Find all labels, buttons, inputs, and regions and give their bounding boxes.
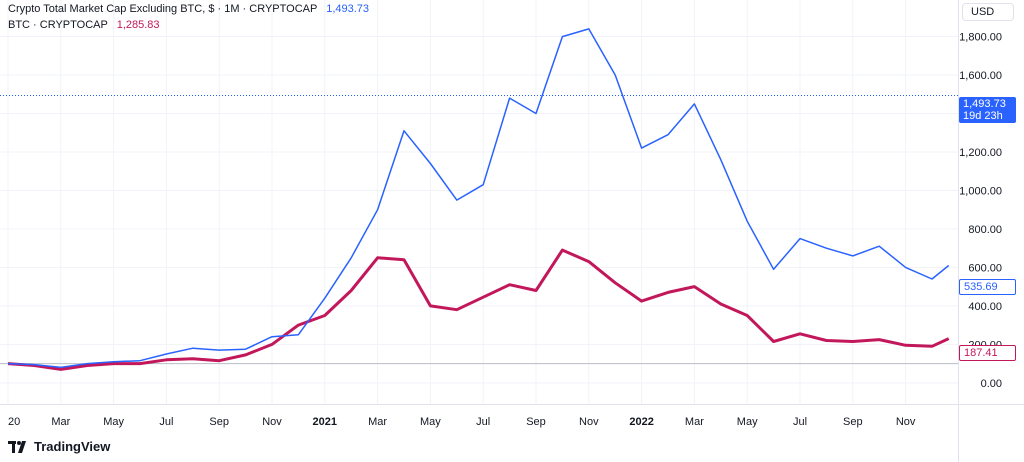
- y-tick-label: 1,600.00: [959, 70, 1002, 82]
- x-tick-label: 2021: [313, 416, 337, 428]
- x-tick-label: Mar: [685, 416, 704, 428]
- y-tick-label: 0.00: [981, 378, 1002, 390]
- tradingview-logo[interactable]: TradingView: [8, 439, 110, 454]
- x-tick-label: Nov: [579, 416, 599, 428]
- x-tick-label: Jul: [793, 416, 807, 428]
- currency-button[interactable]: USD: [962, 3, 1014, 21]
- legend-series-1[interactable]: Crypto Total Market Cap Excluding BTC, $…: [8, 3, 369, 15]
- series-line-btc: [7, 248, 950, 371]
- y-tick-label: 1,800.00: [959, 32, 1002, 44]
- x-tick-label: Sep: [843, 416, 863, 428]
- series-lines: [7, 28, 950, 371]
- legend-series-2-label: BTC · CRYPTOCAP: [8, 19, 108, 31]
- x-tick-label: Mar: [51, 416, 70, 428]
- x-tick-label: Nov: [262, 416, 282, 428]
- x-tick-label: Jul: [476, 416, 490, 428]
- legend-series-2[interactable]: BTC · CRYPTOCAP 1,285.83: [8, 19, 160, 31]
- y-tick-label: 400.00: [968, 301, 1002, 313]
- tradingview-logo-icon: [8, 440, 26, 453]
- price-tag-blue-countdown: 19d 23h: [963, 110, 1003, 122]
- tradingview-logo-text: TradingView: [34, 439, 111, 454]
- x-tick-label: Jul: [159, 416, 173, 428]
- y-axis-ticks: 0.00200.00400.00600.00800.001,000.001,20…: [959, 32, 1002, 390]
- legend-series-1-label: Crypto Total Market Cap Excluding BTC, $…: [8, 3, 318, 15]
- x-tick-label: 2022: [629, 416, 653, 428]
- y-tick-label: 800.00: [968, 224, 1002, 236]
- legend-series-1-value: 1,493.73: [326, 3, 370, 15]
- series-line-total-ex-btc: [7, 28, 950, 369]
- x-tick-label: May: [737, 416, 758, 428]
- x-tick-label: Nov: [896, 416, 916, 428]
- x-tick-label: Sep: [526, 416, 546, 428]
- y-tick-label: 600.00: [968, 262, 1002, 274]
- price-tag-blue-value: 1,493.73: [963, 98, 1006, 110]
- x-tick-label: May: [103, 416, 124, 428]
- price-tag-blue-current: 1,493.73 19d 23h: [959, 97, 1016, 123]
- y-tick-label: 1,000.00: [959, 185, 1002, 197]
- y-tick-label: 1,200.00: [959, 147, 1002, 159]
- x-axis-ticks: 20 Mar May Jul Sep Nov 2021 Mar May Jul Sep Nov 2022…: [8, 416, 916, 428]
- x-tick-label: 20: [8, 416, 20, 428]
- x-tick-label: Mar: [368, 416, 387, 428]
- price-tag-red-last: 187.41: [959, 345, 1016, 361]
- x-tick-label: Sep: [209, 416, 229, 428]
- price-tag-blue-last: 535.69: [959, 279, 1016, 295]
- x-tick-label: May: [420, 416, 441, 428]
- legend-series-2-value: 1,285.83: [116, 19, 160, 31]
- reference-lines: [0, 94, 958, 365]
